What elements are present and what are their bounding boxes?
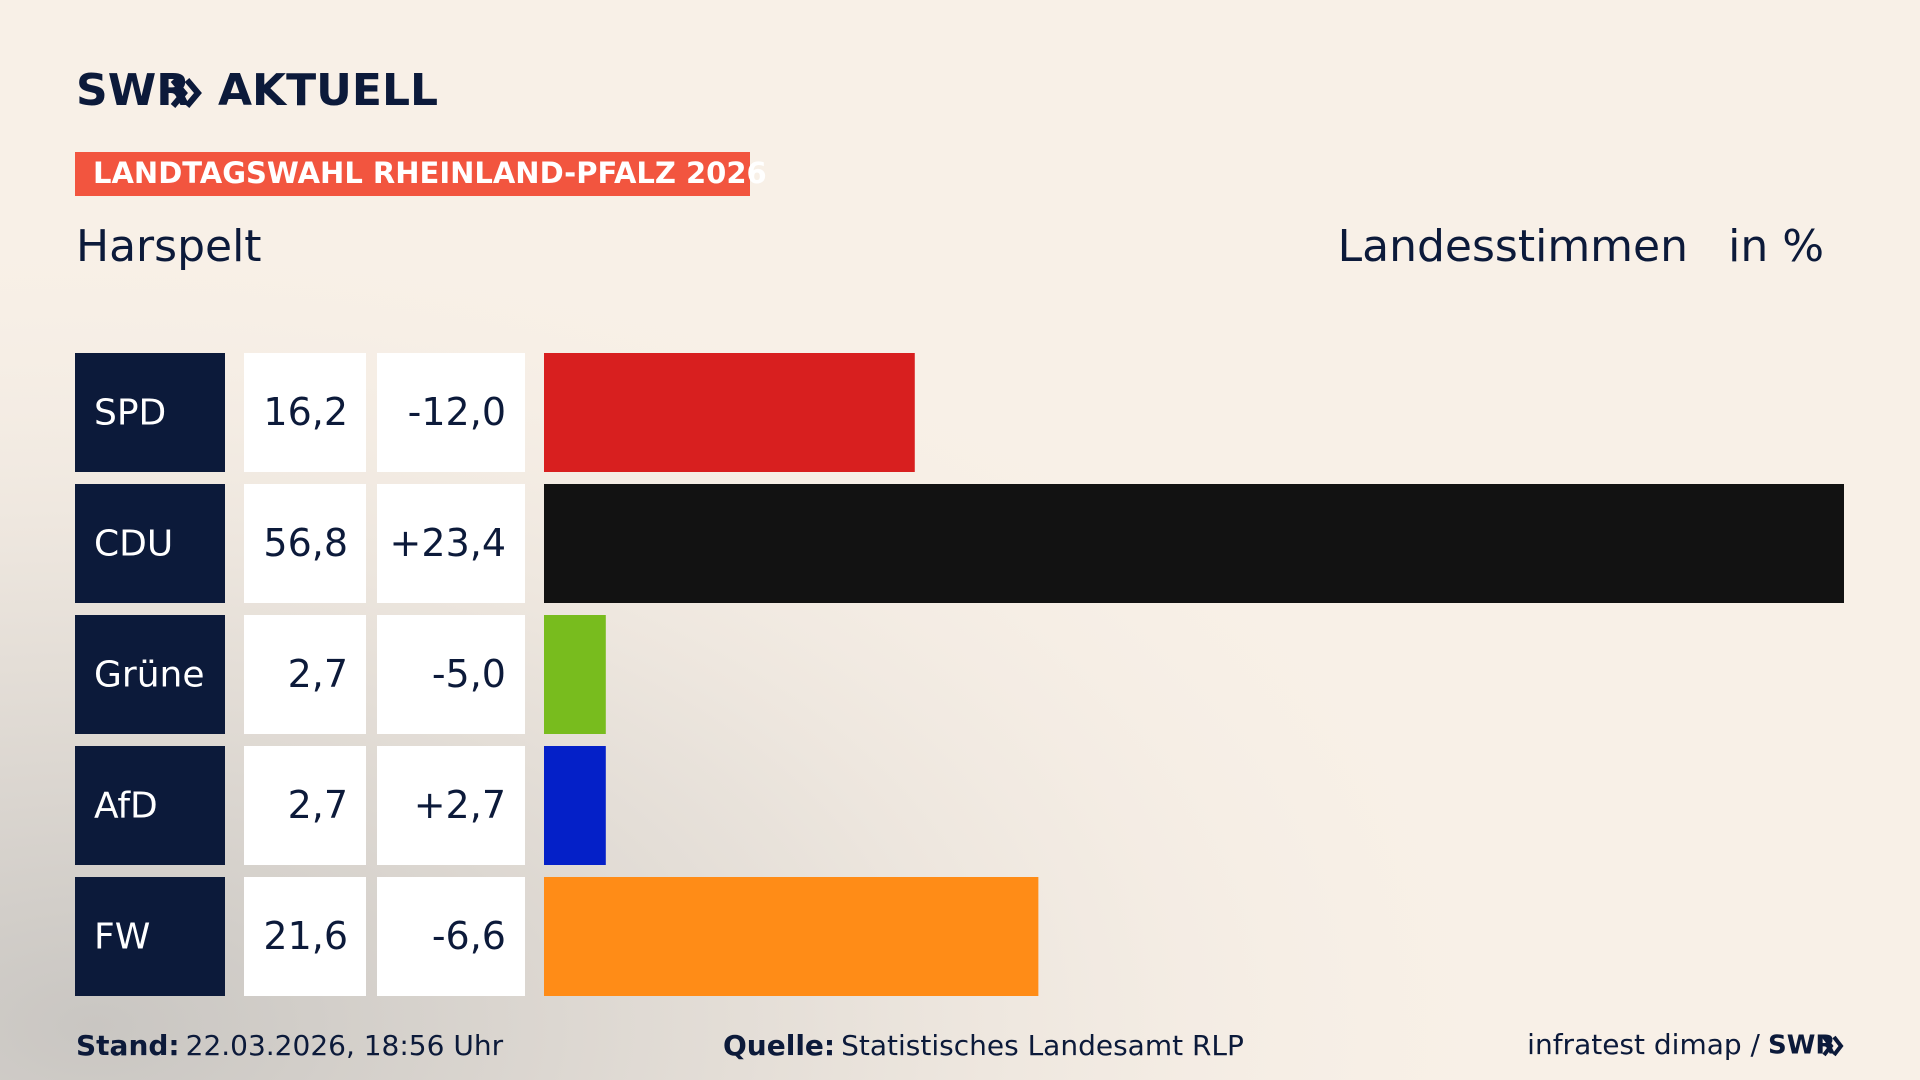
- change-label: -5,0: [432, 652, 506, 696]
- title-banner: [75, 152, 750, 196]
- change-cell: [377, 484, 525, 603]
- value-cell: [244, 484, 366, 603]
- party-label: CDU: [94, 524, 173, 565]
- unit: in %: [1728, 221, 1824, 272]
- value-cell: [244, 746, 366, 865]
- party-label: SPD: [94, 393, 166, 434]
- party-cell: [75, 877, 225, 996]
- chart-title: LANDTAGSWAHL RHEINLAND-PFALZ 2026: [93, 156, 767, 190]
- value-label: 16,2: [263, 390, 348, 434]
- change-label: +2,7: [414, 783, 506, 827]
- source: Statistisches Landesamt RLP: [841, 1029, 1244, 1062]
- value-label: 2,7: [288, 783, 348, 827]
- measure: Landesstimmen: [1338, 221, 1688, 272]
- change-cell: [377, 877, 525, 996]
- party-label: AfD: [94, 786, 158, 827]
- change-cell: [377, 615, 525, 734]
- change-cell: [377, 353, 525, 472]
- value-label: 56,8: [263, 521, 348, 565]
- value-cell: [244, 353, 366, 472]
- footer-chevrons: [1822, 1035, 1844, 1057]
- date: 22.03.2026, 18:56 Uhr: [186, 1029, 504, 1062]
- bar: [544, 615, 606, 734]
- change-label: +23,4: [390, 521, 506, 565]
- footer-date: Stand: 22.03.2026, 18:56 Uhr: [76, 1029, 504, 1062]
- party-cell: [75, 484, 225, 603]
- bar: [544, 353, 915, 472]
- value-label: 2,7: [288, 652, 348, 696]
- date-label: Stand:: [76, 1029, 180, 1062]
- bar: [544, 746, 606, 865]
- footer-brand: SWR: [1768, 1031, 1835, 1061]
- change-label: -6,6: [432, 914, 506, 958]
- party-label: FW: [94, 917, 150, 958]
- brand: SWR: [76, 65, 190, 116]
- subtitle: Harspelt: [76, 221, 262, 272]
- party-cell: [75, 353, 225, 472]
- value-cell: [244, 615, 366, 734]
- footer-source: Quelle: Statistisches Landesamt RLP: [723, 1029, 1244, 1062]
- value-cell: [244, 877, 366, 996]
- source-label: Quelle:: [723, 1029, 835, 1062]
- footer-credit: infratest dimap /: [1527, 1028, 1760, 1061]
- bar: [544, 877, 1039, 996]
- party-cell: [75, 615, 225, 734]
- party-cell: [75, 746, 225, 865]
- party-label: Grüne: [94, 655, 204, 696]
- brand-suffix: AKTUELL: [218, 65, 438, 116]
- change-label: -12,0: [408, 390, 506, 434]
- change-cell: [377, 746, 525, 865]
- brand-chevrons: [170, 78, 202, 108]
- value-label: 21,6: [263, 914, 348, 958]
- bar: [544, 484, 1844, 603]
